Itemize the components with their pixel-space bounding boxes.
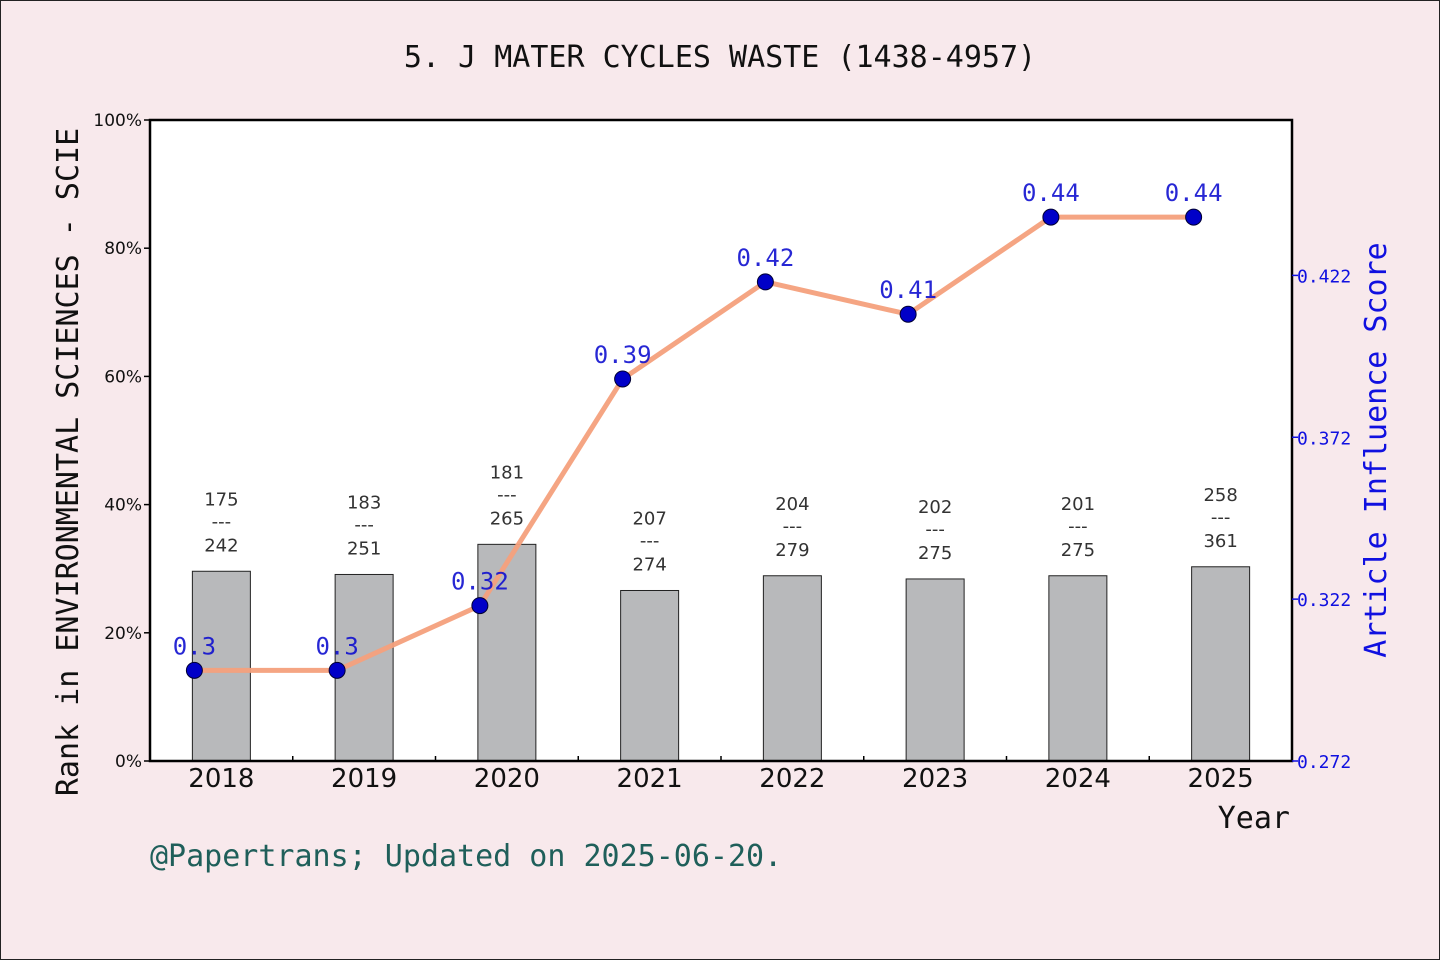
rank-total: 275: [1061, 540, 1095, 561]
y2-tick-label: 0.322: [1297, 590, 1351, 611]
rank-label-2018: 175--- 242: [204, 489, 238, 556]
rank-label-2023: 202--- 275: [918, 497, 952, 564]
rank-label-2021: 207--- 274: [632, 508, 666, 575]
rank-separator: ---: [497, 484, 517, 505]
x-tick-label-2019: 2019: [331, 764, 397, 794]
x-axis-label: Year: [1218, 801, 1290, 836]
y-axis-label: Rank in ENVIRONMENTAL SCIENCES - SCIE: [51, 128, 86, 796]
x-tick-label-2025: 2025: [1188, 764, 1254, 794]
y-tick-label: 40%: [104, 496, 142, 516]
rank-label-2022: 204--- 279: [775, 494, 809, 561]
bar-2023: [905, 578, 965, 762]
x-tick-label-2024: 2024: [1045, 764, 1111, 794]
y-tick-label: 100%: [93, 111, 142, 131]
aif-point-2018: [185, 661, 203, 679]
y2-axis-label: Article Influence Score: [1359, 242, 1394, 657]
y-tick-label: 80%: [104, 239, 142, 259]
rank-total: 275: [918, 543, 952, 564]
rank-total: 251: [347, 538, 381, 559]
aif-label-2018: 0.3: [173, 632, 216, 660]
footer-note: @Papertrans; Updated on 2025-06-20.: [150, 839, 782, 874]
rank-value: 202: [918, 497, 952, 518]
aif-label-2024: 0.44: [1022, 179, 1080, 207]
aif-point-2024: [1042, 208, 1060, 226]
aif-point-2022: [756, 273, 774, 291]
bar-2018: [191, 570, 251, 762]
rank-separator: ---: [212, 511, 232, 532]
y2-tick-label: 0.422: [1297, 266, 1351, 287]
rank-total: 242: [204, 535, 238, 556]
rank-value: 201: [1061, 494, 1095, 515]
rank-total: 265: [490, 508, 524, 529]
x-tick-label-2022: 2022: [759, 764, 825, 794]
rank-value: 258: [1203, 485, 1237, 506]
y2-tick-label: 0.272: [1297, 752, 1351, 773]
bar-2025: [1191, 566, 1251, 762]
aif-point-2021: [614, 370, 632, 388]
x-tick-label-2023: 2023: [902, 764, 968, 794]
rank-label-2025: 258--- 361: [1203, 485, 1237, 552]
aif-label-2019: 0.3: [315, 632, 358, 660]
rank-separator: ---: [640, 530, 660, 551]
rank-separator: ---: [1068, 516, 1088, 537]
rank-total: 361: [1203, 531, 1237, 552]
x-tick-label-2021: 2021: [617, 764, 683, 794]
rank-value: 175: [204, 489, 238, 510]
chart-title: 5. J MATER CYCLES WASTE (1438-4957): [404, 40, 1036, 75]
bar-2024: [1048, 575, 1108, 762]
y-tick-label: 0%: [115, 752, 142, 772]
rank-separator: ---: [1211, 507, 1231, 528]
axes-layer: 0% 20% 40% 60% 80% 100% 0.272 0.322 0.372 0.422 20…: [93, 111, 1351, 794]
bar-2022: [762, 575, 822, 762]
y-tick-label: 20%: [104, 624, 142, 644]
rank-label-2024: 201--- 275: [1061, 494, 1095, 561]
aif-label-2022: 0.42: [736, 244, 794, 272]
rank-label-2020: 181--- 265: [490, 462, 524, 529]
y2-tick-label: 0.372: [1297, 428, 1351, 449]
y-tick-label: 60%: [104, 367, 142, 387]
aif-point-2019: [328, 661, 346, 679]
aif-point-2023: [899, 305, 917, 323]
rank-total: 279: [775, 540, 809, 561]
rank-value: 181: [490, 462, 524, 483]
aif-label-2025: 0.44: [1165, 179, 1223, 207]
rank-value: 204: [775, 494, 809, 515]
aif-label-2020: 0.32: [451, 568, 509, 596]
rank-separator: ---: [783, 516, 803, 537]
rank-separator: ---: [925, 519, 945, 540]
rank-value: 207: [632, 508, 666, 529]
rank-separator: ---: [354, 514, 374, 535]
aif-label-2023: 0.41: [879, 276, 937, 304]
rank-value: 183: [347, 492, 381, 513]
aif-point-2025: [1185, 208, 1203, 226]
line-layer: 0.3 0.3 0.32 0.39 0.42 0.41 0.44 0.44: [173, 179, 1223, 679]
bar-2021: [620, 589, 680, 762]
rank-label-2019: 183--- 251: [347, 492, 381, 559]
aif-label-2021: 0.39: [594, 341, 652, 369]
rank-total: 274: [632, 554, 666, 575]
x-tick-label-2018: 2018: [188, 764, 254, 794]
x-tick-label-2020: 2020: [474, 764, 540, 794]
aif-line: [194, 214, 1194, 673]
aif-point-2020: [471, 597, 489, 615]
